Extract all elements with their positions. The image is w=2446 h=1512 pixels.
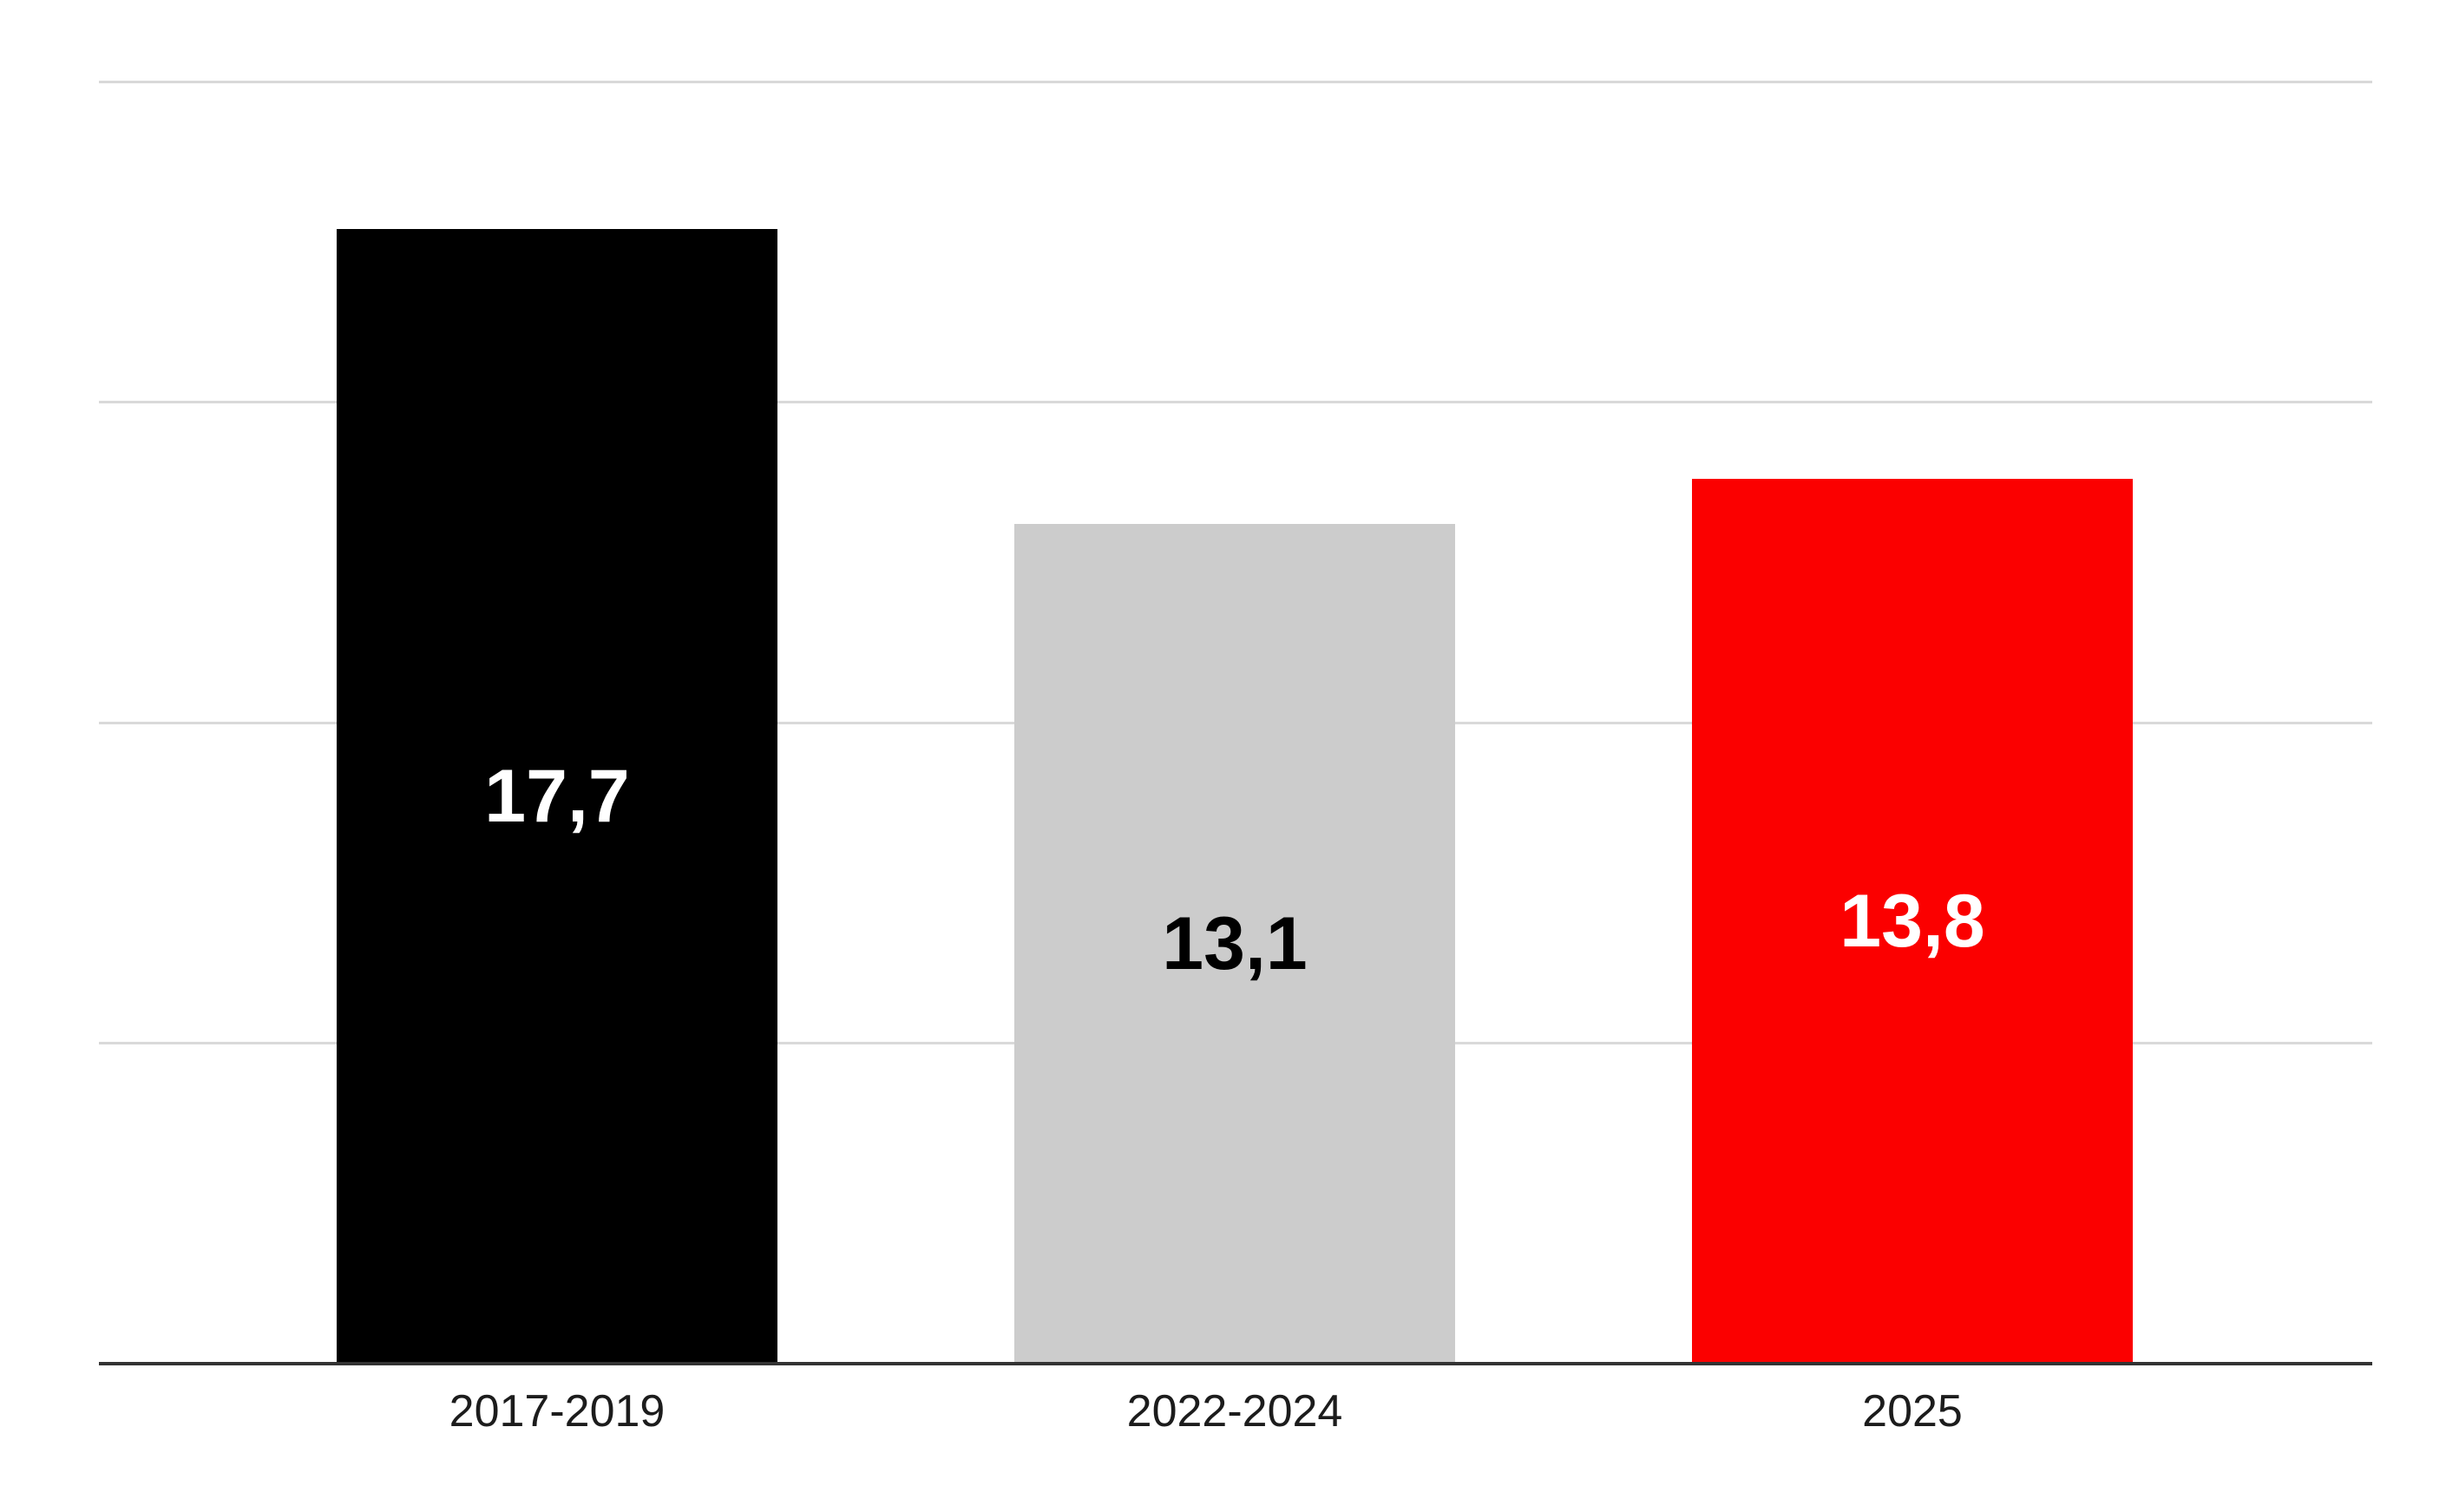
gridline: [99, 80, 2372, 83]
bar-2025: 13,8: [1692, 479, 2133, 1364]
bar-value-label: 13,8: [1839, 880, 1985, 964]
bar-value-label: 13,1: [1162, 901, 1308, 985]
x-axis-line: [99, 1362, 2372, 1365]
x-tick-label: 2022-2024: [1126, 1386, 1343, 1437]
x-tick-label: 2017-2019: [449, 1386, 666, 1437]
gridline: [99, 401, 2372, 403]
bar-2022-2024: 13,1: [1014, 523, 1455, 1364]
bar-value-label: 17,7: [484, 754, 630, 838]
bar-2017-2019: 17,7: [337, 228, 777, 1364]
x-tick-label: 2025: [1862, 1386, 1963, 1437]
